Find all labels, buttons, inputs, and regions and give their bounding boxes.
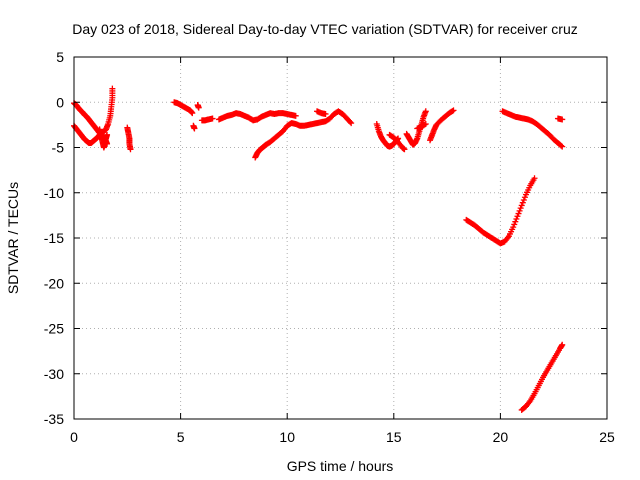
y-tick-label: 0 bbox=[56, 94, 64, 110]
data-point bbox=[518, 202, 525, 209]
data-point bbox=[109, 85, 116, 92]
data-point bbox=[421, 121, 428, 128]
data-point bbox=[195, 104, 202, 111]
chart-title: Day 023 of 2018, Sidereal Day-to-day VTE… bbox=[72, 21, 578, 37]
data-point bbox=[510, 224, 517, 231]
data-point bbox=[520, 196, 527, 203]
data-point bbox=[559, 341, 566, 348]
y-tick-label: -30 bbox=[44, 366, 64, 382]
data-point bbox=[127, 146, 134, 153]
data-point bbox=[292, 112, 299, 119]
data-point bbox=[209, 115, 216, 122]
data-point bbox=[513, 215, 520, 222]
data-point bbox=[449, 108, 456, 115]
y-tick-label: -25 bbox=[44, 321, 64, 337]
data-point bbox=[104, 131, 111, 138]
data-point bbox=[521, 194, 528, 201]
data-point bbox=[517, 205, 524, 212]
data-point bbox=[422, 108, 429, 115]
data-point bbox=[515, 210, 522, 217]
data-point bbox=[559, 116, 566, 123]
data-point bbox=[531, 175, 538, 182]
x-axis-label: GPS time / hours bbox=[287, 458, 394, 474]
x-tick-label: 0 bbox=[70, 429, 78, 445]
y-tick-label: -15 bbox=[44, 230, 64, 246]
y-tick-label: 5 bbox=[56, 49, 64, 65]
y-tick-label: -10 bbox=[44, 185, 64, 201]
data-point bbox=[559, 143, 566, 150]
data-point bbox=[348, 120, 355, 127]
data-point bbox=[519, 199, 526, 206]
data-point bbox=[322, 111, 329, 118]
x-tick-label: 25 bbox=[599, 429, 615, 445]
x-tick-label: 10 bbox=[279, 429, 295, 445]
data-points bbox=[71, 85, 566, 413]
data-point bbox=[450, 107, 457, 114]
x-tick-label: 15 bbox=[386, 429, 402, 445]
data-point bbox=[191, 125, 198, 132]
data-point bbox=[422, 120, 429, 127]
y-tick-label: -5 bbox=[52, 140, 65, 156]
y-tick-label: -20 bbox=[44, 275, 64, 291]
data-point bbox=[347, 118, 354, 125]
data-point bbox=[514, 213, 521, 220]
y-axis-label: SDTVAR / TECUs bbox=[5, 182, 21, 294]
data-point bbox=[189, 110, 196, 117]
data-point bbox=[558, 142, 565, 149]
data-point bbox=[512, 218, 519, 225]
x-tick-label: 20 bbox=[493, 429, 509, 445]
x-tick-label: 5 bbox=[177, 429, 185, 445]
data-point bbox=[516, 207, 523, 214]
y-tick-label: -35 bbox=[44, 411, 64, 427]
grid-lines bbox=[74, 57, 607, 419]
axis-ticks: 0 5 10 15 20 25 5 0 -5 -10 -15 -20 -25 -30 -35 bbox=[44, 49, 615, 445]
data-point bbox=[401, 146, 408, 153]
data-point bbox=[511, 221, 518, 228]
